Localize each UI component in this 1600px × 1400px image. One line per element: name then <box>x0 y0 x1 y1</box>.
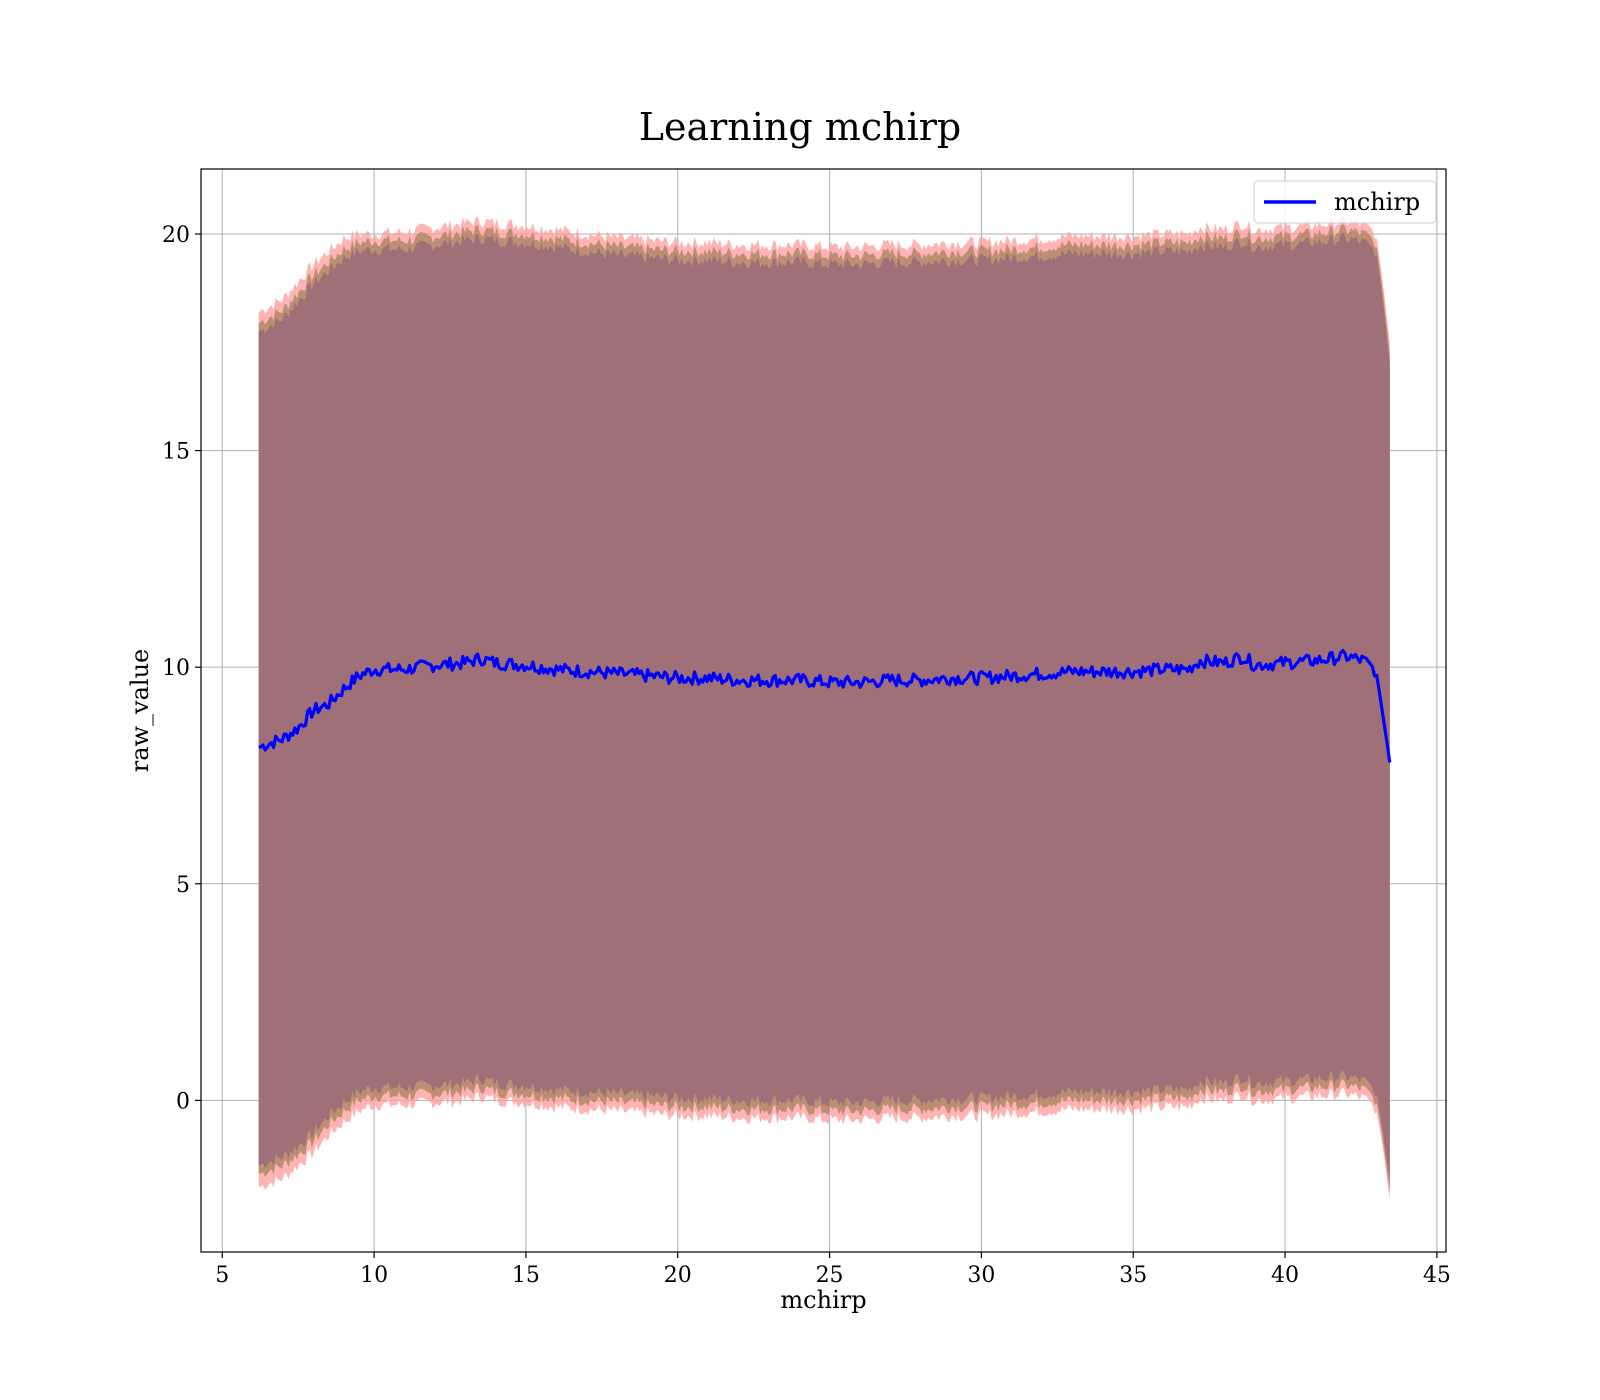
y-axis-label: raw_value <box>126 649 154 773</box>
x-tick-label: 30 <box>967 1263 995 1288</box>
x-tick-label: 15 <box>512 1263 540 1288</box>
y-tick-label: 0 <box>176 1089 190 1114</box>
legend-label: mchirp <box>1334 188 1420 216</box>
plot-frame <box>200 168 1447 1253</box>
series-lines <box>258 648 1392 763</box>
confidence-band <box>258 232 1390 1183</box>
x-tick-label: 40 <box>1271 1263 1299 1288</box>
series-line-mchirp <box>258 648 1392 763</box>
y-tick-label: 15 <box>162 440 190 465</box>
bands <box>258 215 1390 1201</box>
x-tick-label: 20 <box>664 1263 692 1288</box>
y-tick-label: 10 <box>162 656 190 681</box>
y-tick-label: 5 <box>176 873 190 898</box>
x-tick-label: 35 <box>1119 1263 1147 1288</box>
chart-title: Learning mchirp <box>639 105 961 149</box>
legend: mchirp <box>1253 180 1437 224</box>
x-ticks: 5 10 15 20 25 30 35 40 45 <box>215 1252 1451 1288</box>
legend-box <box>1253 180 1437 224</box>
x-axis-label: mchirp <box>780 1286 866 1314</box>
x-tick-label: 10 <box>360 1263 388 1288</box>
x-tick-label: 45 <box>1423 1263 1451 1288</box>
x-tick-label: 5 <box>215 1263 229 1288</box>
x-tick-label: 25 <box>816 1263 844 1288</box>
y-tick-label: 20 <box>162 223 190 248</box>
y-ticks: 0 5 10 15 20 <box>162 223 201 1114</box>
